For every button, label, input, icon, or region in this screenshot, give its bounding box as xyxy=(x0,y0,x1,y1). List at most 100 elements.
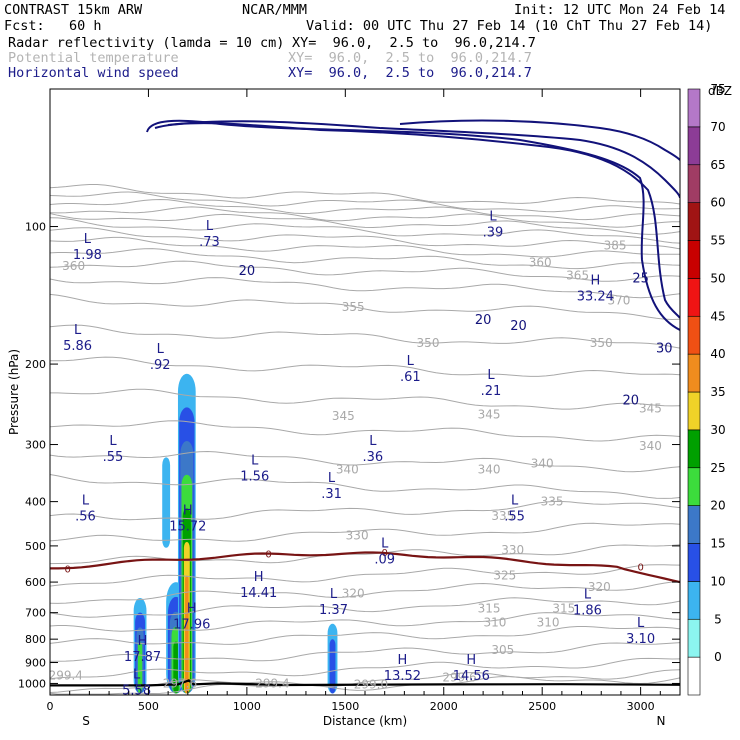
isentrope xyxy=(50,277,680,299)
colorbar-label: 15 xyxy=(710,537,725,551)
y-tick-label: 100 xyxy=(25,221,46,234)
x-axis-label: Distance (km) xyxy=(323,714,407,728)
isentrope-label: 385 xyxy=(604,238,627,252)
isentrope xyxy=(50,191,680,213)
y-tick-label: 800 xyxy=(25,633,46,646)
isentrope xyxy=(50,420,680,442)
wind-contour-label: 20 xyxy=(623,393,640,408)
isentrope-label: 365 xyxy=(566,269,589,283)
colorbar-swatch xyxy=(687,164,701,203)
colorbar-label: 5 xyxy=(714,612,722,626)
valid-time: Valid: 00 UTC Thu 27 Feb 14 (10 ChT Thu … xyxy=(306,18,713,34)
isentrope-label: 340 xyxy=(531,456,554,470)
y-tick-label: 600 xyxy=(25,576,46,589)
extremum-value: .31 xyxy=(321,487,342,502)
extremum-value: 17.96 xyxy=(173,617,210,632)
reflectivity-cell-3 xyxy=(162,457,171,548)
colorbar-swatch xyxy=(687,126,701,166)
isentrope xyxy=(50,676,680,695)
extremum-marker: L xyxy=(489,210,497,225)
colorbar-swatch xyxy=(687,240,701,279)
extremum-marker: L xyxy=(206,219,214,234)
colorbar-label: 60 xyxy=(710,196,725,210)
y-tick-label: 1000 xyxy=(18,677,46,690)
extremum-marker: H xyxy=(398,653,408,668)
isentrope xyxy=(50,450,680,473)
forecast-hour: Fcst: 60 h xyxy=(4,18,102,34)
colorbar-label: 70 xyxy=(710,120,725,134)
extremum-value: 33.24 xyxy=(577,289,614,304)
isentrope xyxy=(50,248,680,270)
extremum-marker: L xyxy=(251,454,259,469)
isentrope-label: 345 xyxy=(478,408,501,422)
extremum-value: .55 xyxy=(504,509,525,524)
isentrope xyxy=(50,184,680,205)
colorbar-label: 50 xyxy=(710,271,725,285)
isentrope-label: 340 xyxy=(336,462,359,476)
isentrope-label: 350 xyxy=(590,336,613,350)
isentrope-label: 340 xyxy=(639,439,662,453)
x-tick-label: 3000 xyxy=(627,700,655,713)
isentrope-label: 299.4 xyxy=(255,676,289,690)
wind-contour-label: 30 xyxy=(656,342,673,357)
extremum-value: 15.72 xyxy=(169,520,206,535)
extremum-value: .09 xyxy=(374,553,395,568)
extremum-value: .92 xyxy=(150,358,171,373)
isentrope-label: 335 xyxy=(541,495,564,509)
colorbar-label: 10 xyxy=(710,574,725,588)
x-tick-label: 2500 xyxy=(528,700,556,713)
colorbar-swatch xyxy=(687,202,701,241)
reflectivity-cell-4 xyxy=(329,639,336,694)
extremum-marker: L xyxy=(637,616,645,631)
colorbar-swatch xyxy=(687,581,701,620)
plot-area xyxy=(50,89,680,695)
colorbar-label: 65 xyxy=(710,158,725,172)
colorbar-label: 55 xyxy=(710,234,725,248)
colorbar-swatch xyxy=(687,467,701,506)
isentrope xyxy=(50,580,680,604)
field1-xy: XY= 96.0, 2.5 to 96.0,214.7 xyxy=(292,35,536,51)
isentrope xyxy=(50,324,680,349)
extremum-value: 14.56 xyxy=(453,669,490,684)
extremum-value: 13.52 xyxy=(384,669,421,684)
colorbar-swatch xyxy=(687,429,701,469)
x-tick-label: 500 xyxy=(138,700,159,713)
isentrope xyxy=(50,657,680,680)
colorbar-swatch xyxy=(687,88,701,128)
extremum-value: .55 xyxy=(103,450,124,465)
isentrope xyxy=(50,642,680,662)
isentrope-label: 350 xyxy=(417,336,440,350)
colorbar-unit: dBZ xyxy=(708,84,732,98)
extremum-marker: L xyxy=(84,232,92,247)
extremum-value: 1.56 xyxy=(240,470,269,485)
colorbar-swatch xyxy=(687,543,701,582)
isentrope-label: 320 xyxy=(588,580,611,594)
extremum-value: 17.87 xyxy=(124,650,161,665)
isentrope-label: 310 xyxy=(483,615,506,629)
freezing-label: 0 xyxy=(637,563,643,574)
model-name: CONTRAST 15km ARW xyxy=(4,2,143,18)
extremum-marker: L xyxy=(381,537,389,552)
extremum-marker: L xyxy=(74,323,82,338)
extremum-marker: L xyxy=(133,667,141,682)
colorbar-swatch xyxy=(687,505,701,544)
isentrope xyxy=(50,227,680,250)
isentrope xyxy=(50,564,680,587)
y-tick-label: 400 xyxy=(25,496,46,509)
extremum-value: 1.86 xyxy=(573,604,602,619)
extremum-value: .56 xyxy=(75,509,96,524)
wind-contour xyxy=(154,122,680,319)
extremum-marker: L xyxy=(511,493,519,508)
wind-contour xyxy=(399,119,680,161)
extremum-marker: H xyxy=(590,273,600,288)
field1-name: Radar reflectivity (lamda = 10 cm) xyxy=(8,35,285,51)
isentrope xyxy=(50,356,680,377)
extremum-value: .39 xyxy=(483,226,504,241)
extremum-marker: H xyxy=(466,653,476,668)
isentrope xyxy=(50,198,680,221)
extremum-value: .73 xyxy=(199,235,220,250)
wind-contour xyxy=(167,120,680,199)
colorbar-swatch xyxy=(687,315,701,355)
freezing-label: 0 xyxy=(65,564,71,575)
isentrope-label: 355 xyxy=(342,300,365,314)
